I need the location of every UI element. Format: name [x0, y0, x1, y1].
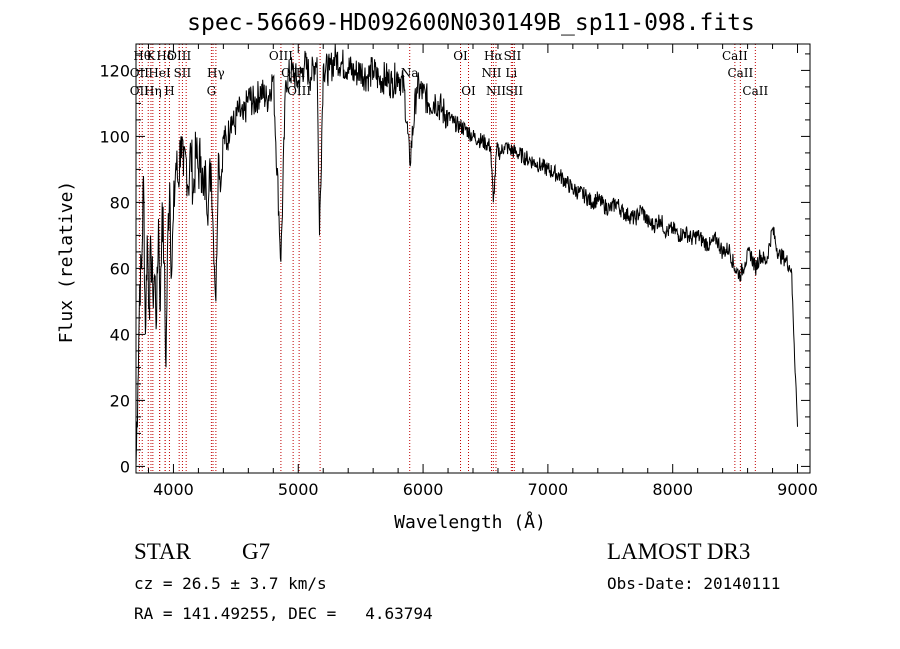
spectral-line-label: Hδ: [156, 49, 174, 63]
y-tick-label: 100: [99, 127, 130, 146]
spectral-line-label: SII: [174, 66, 192, 80]
spectral-line-label: OIII: [167, 49, 191, 63]
observation-date: Obs-Date: 20140111: [607, 574, 781, 593]
spectral-line-label: G: [207, 84, 217, 98]
spectral-line-label: H: [164, 84, 174, 98]
spectral-line-label: HeI: [148, 66, 171, 80]
y-tick-label: 80: [110, 193, 130, 212]
x-tick-label: 5000: [278, 480, 319, 499]
survey-name: LAMOST DR3: [607, 539, 751, 564]
coordinates: RA = 141.49255, DEC = 4.63794: [134, 604, 433, 623]
spectral-line-label: Li: [505, 66, 517, 80]
spectral-line-label: K: [146, 49, 156, 63]
x-tick-label: 9000: [777, 480, 818, 499]
object-subclass: G7: [242, 539, 271, 564]
spectral-line-label: CaII: [742, 84, 768, 98]
y-tick-label: 60: [110, 259, 130, 278]
y-tick-label: 0: [120, 457, 130, 476]
spectral-line-label: NII: [486, 84, 506, 98]
x-axis-label: Wavelength (Å): [394, 511, 546, 533]
y-tick-label: 40: [110, 325, 130, 344]
spectral-line-label: SII: [505, 84, 523, 98]
spectral-line-label: OII: [130, 84, 150, 98]
spectral-line-label: Hα: [484, 49, 503, 63]
spectral-line-label: OI: [461, 84, 476, 98]
x-tick-label: 6000: [403, 480, 444, 499]
y-tick-label: 120: [99, 61, 130, 80]
spectral-line-label: CaII: [722, 49, 748, 63]
x-tick-label: 8000: [652, 480, 693, 499]
y-tick-label: 20: [110, 391, 130, 410]
redshift-info: cz = 26.5 ± 3.7 km/s: [134, 574, 327, 593]
chart-title: spec-56669-HD092600N030149B_sp11-098.fit…: [187, 10, 755, 36]
plot-area: [135, 43, 798, 467]
spectral-line-label: NII: [481, 66, 501, 80]
spectral-line-label: OI: [453, 49, 468, 63]
spectral-line-label: OIII: [269, 49, 293, 63]
spectral-line-label: OII: [130, 66, 150, 80]
y-axis-label: Flux (relative): [56, 181, 77, 344]
spectral-line-label: CaII: [727, 66, 753, 80]
spectral-line-label: Hθ: [133, 49, 151, 63]
object-class: STAR: [134, 539, 191, 564]
spectrum-line: [135, 43, 798, 467]
spectral-line-label: Na: [401, 66, 419, 80]
x-tick-label: 7000: [528, 480, 569, 499]
x-tick-label: 4000: [153, 480, 194, 499]
spectral-line-label: SII: [504, 49, 522, 63]
spectral-line-label: Hη: [144, 84, 162, 98]
axes: 4000 5000 6000 7000 8000 9000 0 20 40 60 80 100 120: [99, 43, 818, 499]
spectral-line-label: Hγ: [207, 66, 225, 80]
